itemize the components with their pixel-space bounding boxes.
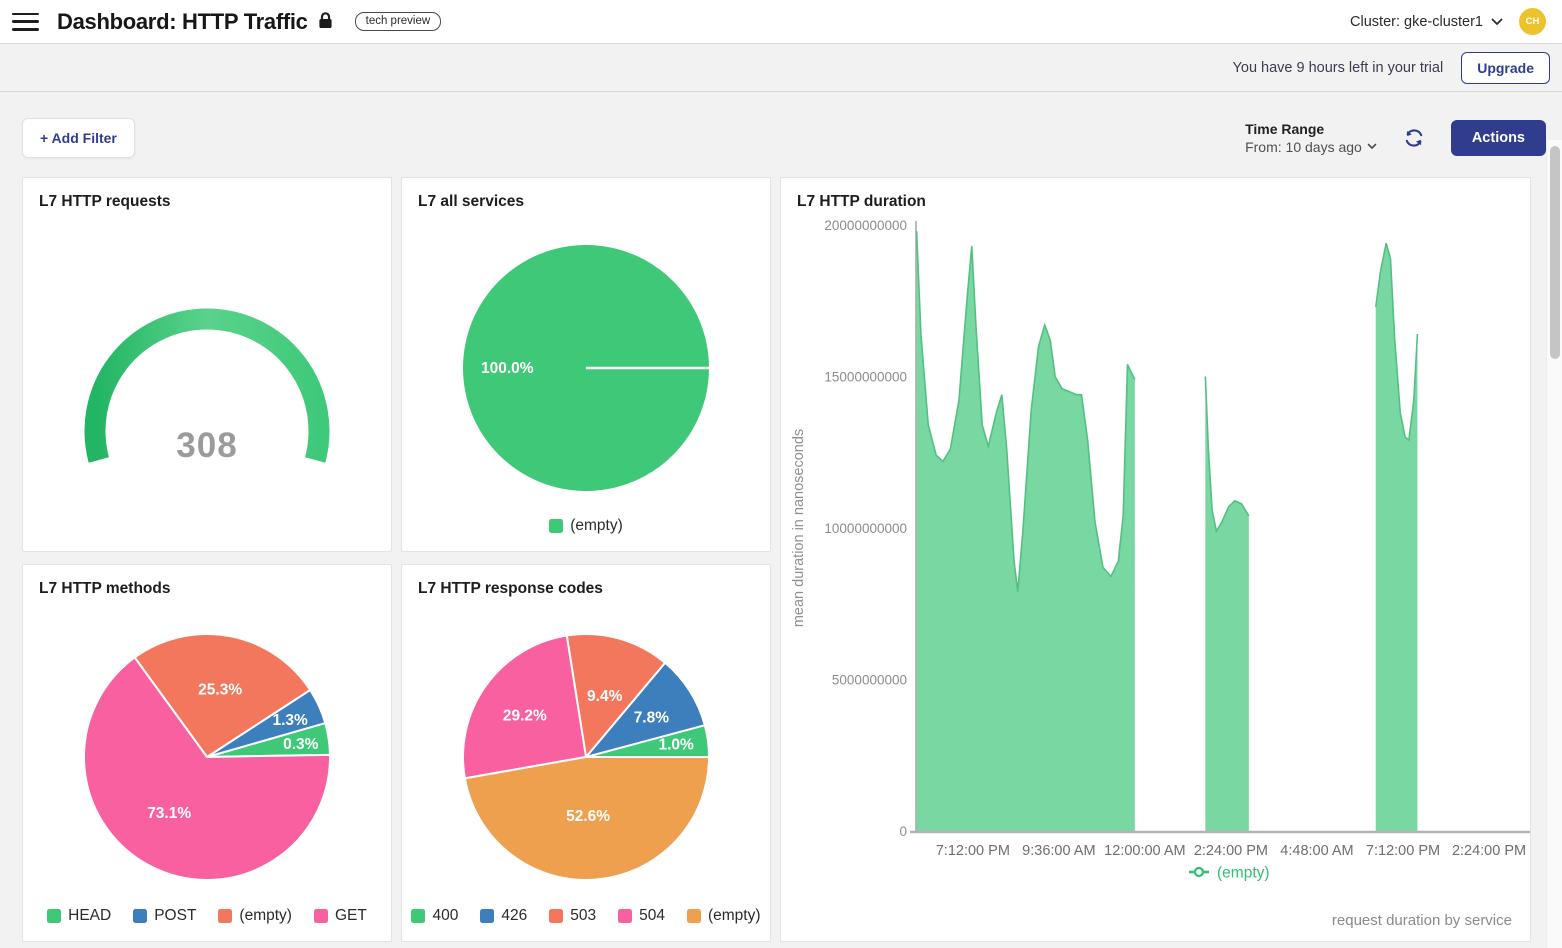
methods-pie-chart[interactable]: 0.3% 1.3% 25.3% 73.1% — [23, 603, 391, 903]
refresh-icon[interactable] — [1403, 127, 1425, 149]
cluster-selector[interactable]: Cluster: gke-cluster1 — [1350, 14, 1503, 30]
trial-banner: You have 9 hours left in your trial Upgr… — [0, 44, 1562, 92]
time-range-value: From: 10 days ago — [1245, 138, 1362, 155]
chevron-down-icon — [1491, 18, 1503, 25]
legend-label: 503 — [570, 907, 597, 924]
svg-text:9.4%: 9.4% — [587, 687, 623, 704]
menu-icon[interactable] — [12, 12, 39, 31]
legend-item[interactable]: (empty) — [218, 907, 292, 925]
legend-item[interactable]: 426 — [480, 907, 527, 925]
legend-item[interactable]: (empty) — [549, 517, 623, 535]
codes-pie-chart[interactable]: 1.0% 7.8% 9.4% 29.2% 52.6% — [402, 603, 770, 903]
services-pie-chart[interactable]: 100.0% — [402, 214, 770, 514]
svg-text:73.1%: 73.1% — [147, 805, 191, 822]
svg-text:mean duration in nanoseconds: mean duration in nanoseconds — [791, 429, 807, 627]
top-bar: Dashboard: HTTP Traffic tech preview Clu… — [0, 0, 1562, 44]
svg-text:10000000000: 10000000000 — [824, 521, 907, 536]
page-title: Dashboard: HTTP Traffic — [57, 8, 308, 34]
cluster-selector-label: Cluster: gke-cluster1 — [1350, 13, 1483, 30]
svg-text:308: 308 — [176, 426, 237, 465]
panel-title: L7 HTTP response codes — [418, 580, 603, 597]
panel-l7-all-services: L7 all services 100.0% (empty) — [401, 177, 771, 552]
svg-text:7:12:00 PM: 7:12:00 PM — [1366, 843, 1440, 859]
legend-swatch — [313, 909, 328, 923]
svg-text:1.0%: 1.0% — [658, 736, 694, 753]
panel-title: L7 HTTP duration — [797, 193, 926, 210]
tech-preview-badge: tech preview — [354, 12, 442, 31]
legend-swatch — [480, 909, 495, 923]
legend-label: 504 — [639, 907, 665, 924]
svg-text:5000000000: 5000000000 — [832, 673, 907, 688]
services-legend: (empty) — [402, 517, 770, 551]
svg-text:15000000000: 15000000000 — [824, 370, 907, 385]
chevron-down-icon — [1367, 143, 1377, 149]
duration-area-chart[interactable]: mean duration in nanoseconds 20000000000 1… — [781, 178, 1530, 890]
legend-swatch — [47, 909, 62, 923]
legend-item[interactable]: GET — [313, 907, 367, 925]
svg-text:(empty): (empty) — [1217, 865, 1270, 882]
requests-gauge-chart[interactable]: 308 — [23, 231, 391, 531]
avatar[interactable]: CH — [1519, 8, 1546, 35]
legend-item[interactable]: 504 — [618, 907, 665, 925]
legend-swatch — [686, 909, 701, 923]
svg-text:9:36:00 AM: 9:36:00 AM — [1022, 843, 1095, 859]
legend-item[interactable]: 503 — [549, 907, 596, 925]
scrollbar-track[interactable] — [1546, 140, 1562, 948]
legend-item[interactable]: POST — [133, 907, 196, 925]
svg-text:1.3%: 1.3% — [272, 711, 308, 728]
duration-footer: request duration by service — [1331, 912, 1512, 929]
svg-text:52.6%: 52.6% — [566, 808, 610, 825]
panel-l7-http-requests: L7 HTTP requests 308 — [22, 177, 392, 552]
legend-label: (empty) — [239, 907, 292, 924]
legend-label: (empty) — [570, 517, 623, 534]
legend-swatch — [549, 519, 564, 533]
upgrade-button[interactable]: Upgrade — [1461, 51, 1550, 84]
legend-swatch — [218, 909, 233, 923]
legend-label: POST — [154, 907, 197, 924]
legend-swatch — [133, 909, 148, 923]
legend-label: (empty) — [707, 907, 761, 924]
svg-text:0: 0 — [899, 824, 907, 839]
legend-item[interactable]: HEAD — [47, 907, 111, 925]
legend-label: 426 — [501, 907, 528, 924]
svg-text:29.2%: 29.2% — [503, 707, 547, 724]
svg-text:2:24:00 PM: 2:24:00 PM — [1194, 843, 1268, 859]
panel-l7-http-methods: L7 HTTP methods 0.3% 1.3% 25.3% 73.1% HEAD P… — [22, 564, 392, 942]
panel-l7-http-duration: L7 HTTP duration mean duration in nanose… — [780, 177, 1531, 942]
scrollbar-thumb[interactable] — [1550, 146, 1560, 359]
time-range-selector[interactable]: Time Range From: 10 days ago — [1245, 121, 1377, 155]
methods-legend: HEAD POST (empty) GET — [23, 907, 391, 941]
time-range-label: Time Range — [1245, 120, 1325, 137]
panel-l7-http-response-codes: L7 HTTP response codes 1.0% 7.8% 9.4% 29.2%… — [401, 564, 771, 942]
svg-text:100.0%: 100.0% — [481, 360, 534, 377]
svg-text:7.8%: 7.8% — [634, 709, 670, 726]
svg-text:20000000000: 20000000000 — [824, 218, 907, 233]
legend-item[interactable]: (empty) — [686, 907, 761, 925]
legend-swatch — [411, 909, 426, 923]
legend-label: GET — [334, 907, 367, 924]
svg-text:0.3%: 0.3% — [283, 735, 319, 752]
codes-legend: 400 426 503 504 (empty) — [402, 907, 770, 941]
actions-button[interactable]: Actions — [1450, 119, 1546, 156]
svg-text:7:12:00 PM: 7:12:00 PM — [936, 843, 1010, 859]
legend-item[interactable]: 400 — [411, 907, 458, 925]
legend-swatch — [549, 909, 564, 923]
svg-text:4:48:00 AM: 4:48:00 AM — [1280, 843, 1353, 859]
svg-text:25.3%: 25.3% — [198, 681, 242, 698]
trial-message: You have 9 hours left in your trial — [1232, 59, 1444, 76]
panel-title: L7 HTTP requests — [39, 193, 171, 210]
legend-swatch — [618, 909, 633, 923]
panel-title: L7 HTTP methods — [39, 580, 171, 597]
svg-text:2:24:00 PM: 2:24:00 PM — [1452, 843, 1526, 859]
svg-text:12:00:00 AM: 12:00:00 AM — [1104, 843, 1185, 859]
legend-label: HEAD — [68, 907, 112, 924]
dashboard-grid: L7 HTTP requests 308 L7 all services 100… — [0, 177, 1562, 942]
legend-label: 400 — [432, 907, 459, 924]
lock-icon — [318, 11, 333, 34]
filter-toolbar: + Add Filter Time Range From: 10 days ag… — [0, 92, 1562, 177]
add-filter-button[interactable]: + Add Filter — [22, 117, 135, 158]
panel-title: L7 all services — [418, 193, 524, 210]
